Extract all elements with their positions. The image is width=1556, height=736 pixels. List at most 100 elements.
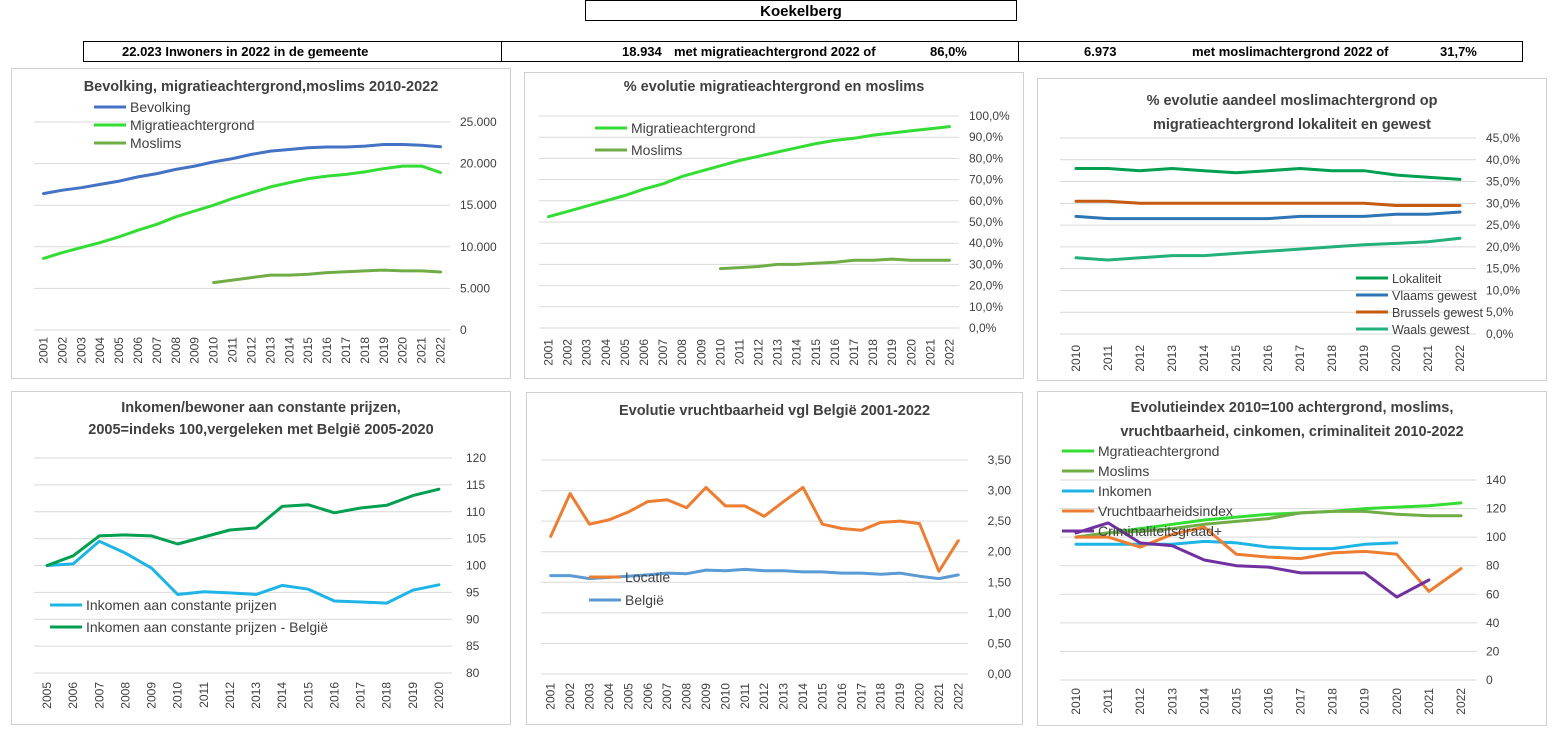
- x-tick-label: 2022: [942, 339, 956, 366]
- chart-title: Evolutieindex 2010=100 achtergrond, mosl…: [1130, 400, 1454, 416]
- y-tick-label: 85: [466, 639, 480, 653]
- x-tick-label: 2014: [1197, 688, 1211, 715]
- x-tick-label: 2009: [694, 339, 708, 366]
- x-tick-label: 2003: [583, 683, 597, 710]
- legend-label: Mgratieachtergrond: [1098, 443, 1219, 459]
- series-line: [1074, 210, 1462, 221]
- x-tick-label: 2015: [1229, 345, 1243, 372]
- x-tick-label: 2007: [150, 337, 164, 364]
- x-tick-label: 2010: [1069, 345, 1083, 372]
- x-tick-label: 2012: [757, 683, 771, 710]
- x-tick-label: 2004: [93, 337, 107, 364]
- chart-svg: 0,00 0,50 1,00 1,50 2,00 2,50 3,00 3,50 2001 2002…: [541, 453, 1012, 710]
- y-tick-label: 20,0%: [969, 279, 1003, 293]
- x-tick-label: 2008: [118, 682, 132, 709]
- legend-label: Inkomen: [1098, 483, 1152, 499]
- x-tick-label: 2004: [599, 339, 613, 366]
- x-tick-label: 2021: [1421, 345, 1435, 372]
- legend-label: Moslims: [631, 142, 682, 158]
- x-tick-label: 2009: [188, 337, 202, 364]
- x-tick-label: 2019: [1358, 688, 1372, 715]
- legend-label: Criminaliteitsgraad+: [1098, 523, 1222, 539]
- series-line: [42, 164, 442, 260]
- x-tick-label: 2018: [874, 683, 888, 710]
- y-tick-label: 0,0%: [1486, 327, 1514, 341]
- y-tick-label: 120: [466, 451, 486, 465]
- y-tick-label: 50,0%: [969, 215, 1003, 229]
- y-tick-label: 20.000: [460, 157, 497, 171]
- x-tick-label: 2013: [1165, 345, 1179, 372]
- y-tick-label: 30,0%: [1486, 196, 1520, 210]
- y-tick-label: 90,0%: [969, 130, 1003, 144]
- x-tick-label: 2019: [885, 339, 899, 366]
- y-tick-label: 0: [460, 323, 467, 337]
- chart-muslim-share-region: % evolutie aandeel moslimachtergrond op m…: [1037, 78, 1547, 381]
- y-tick-label: 20,0%: [1486, 240, 1520, 254]
- y-tick-label: 1,00: [988, 606, 1012, 620]
- y-tick-label: 80: [466, 666, 480, 680]
- series-line: [42, 143, 442, 196]
- x-tick-label: 2006: [131, 337, 145, 364]
- y-tick-label: 105: [466, 532, 486, 546]
- x-tick-label: 2022: [1453, 345, 1467, 372]
- x-tick-label: 2020: [432, 682, 446, 709]
- legend-label: Moslims: [130, 135, 181, 151]
- x-tick-label: 2015: [301, 337, 315, 364]
- muslim-percentage: 31,7%: [1440, 44, 1477, 59]
- x-tick-label: 2018: [1325, 345, 1339, 372]
- y-tick-label: 2,00: [988, 545, 1012, 559]
- x-tick-label: 2017: [854, 683, 868, 710]
- series-line: [1074, 501, 1463, 539]
- x-tick-label: 2020: [1390, 688, 1404, 715]
- x-tick-label: 2016: [320, 337, 334, 364]
- x-tick-label: 2010: [171, 682, 185, 709]
- x-tick-label: 2012: [752, 339, 766, 366]
- x-tick-label: 2019: [1357, 345, 1371, 372]
- series-line: [45, 539, 441, 605]
- x-tick-label: 2001: [544, 683, 558, 710]
- legend-label: Migratieachtergrond: [130, 117, 255, 133]
- x-tick-label: 2013: [249, 682, 263, 709]
- x-tick-label: 2015: [809, 339, 823, 366]
- x-tick-label: 2018: [866, 339, 880, 366]
- migration-label: met migratieachtergrond 2022 of: [674, 44, 876, 59]
- y-tick-label: 0: [1486, 673, 1493, 687]
- chart-income: Inkomen/bewoner aan constante prijzen, 20…: [11, 391, 511, 725]
- series-line: [1074, 509, 1463, 539]
- x-tick-label: 2011: [1101, 688, 1115, 714]
- y-tick-label: 110: [466, 505, 485, 519]
- migration-count: 18.934: [622, 44, 662, 59]
- population-stat: 22.023 Inwoners in 2022 in de gemeente: [122, 44, 369, 59]
- y-tick-label: 2,50: [988, 514, 1012, 528]
- series-line: [547, 125, 951, 219]
- x-tick-label: 2008: [675, 339, 689, 366]
- chart-title: % evolutie migratieachtergrond en moslim…: [623, 79, 925, 95]
- stat-divider: [1018, 42, 1019, 61]
- legend-label: Brussels gewest: [1392, 306, 1484, 320]
- x-tick-label: 2007: [660, 683, 674, 710]
- chart-population: Bevolking, migratieachtergrond,moslims 2…: [11, 68, 511, 379]
- y-tick-label: 20: [1486, 644, 1500, 658]
- chart-title: Inkomen/bewoner aan constante prijzen,: [121, 400, 401, 416]
- y-tick-label: 1,50: [988, 575, 1012, 589]
- y-tick-label: 100: [466, 559, 486, 573]
- chart-title: Evolutie vruchtbaarheid vgl België 2001-…: [618, 403, 931, 419]
- legend-label: Vruchtbaarheidsindex: [1098, 503, 1233, 519]
- muslim-count: 6.973: [1084, 44, 1117, 59]
- x-tick-label: 2020: [904, 339, 918, 366]
- y-tick-label: 15.000: [460, 198, 497, 212]
- y-tick-label: 100,0%: [969, 109, 1010, 123]
- x-tick-label: 2003: [74, 337, 88, 364]
- x-tick-label: 2011: [1101, 345, 1115, 371]
- x-tick-label: 2002: [55, 337, 69, 364]
- x-tick-label: 2012: [223, 682, 237, 709]
- x-tick-label: 2005: [112, 337, 126, 364]
- x-tick-label: 2017: [339, 337, 353, 364]
- x-tick-label: 2018: [380, 682, 394, 709]
- x-tick-label: 2002: [563, 683, 577, 710]
- legend-label: Migratieachtergrond: [631, 120, 756, 136]
- series-line: [718, 257, 951, 271]
- y-tick-label: 15,0%: [1486, 262, 1520, 276]
- x-tick-label: 2011: [732, 339, 746, 365]
- series-line: [1074, 167, 1462, 181]
